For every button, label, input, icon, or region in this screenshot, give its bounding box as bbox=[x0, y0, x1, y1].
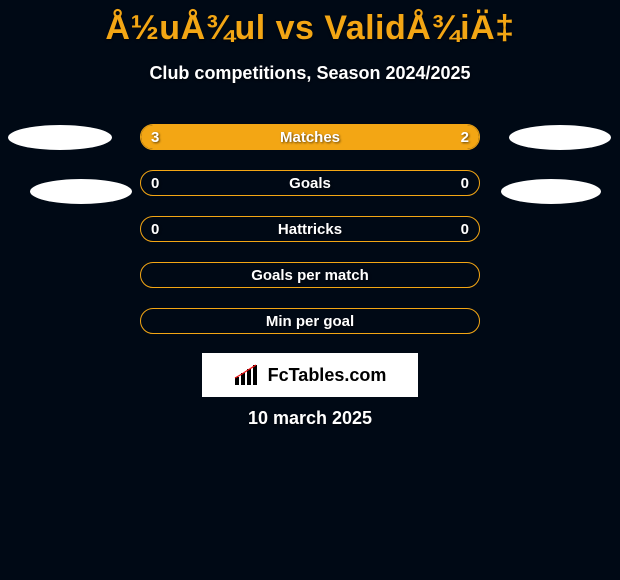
player-portrait-left bbox=[30, 179, 132, 204]
stat-label: Goals per match bbox=[141, 263, 479, 288]
brand-badge: FcTables.com bbox=[202, 353, 418, 397]
stat-row: Goals per match bbox=[140, 262, 480, 288]
page-subtitle: Club competitions, Season 2024/2025 bbox=[0, 63, 620, 84]
stat-row: 00Hattricks bbox=[140, 216, 480, 242]
stat-row: 00Goals bbox=[140, 170, 480, 196]
bar-chart-icon bbox=[234, 364, 262, 386]
stat-row: 32Matches bbox=[140, 124, 480, 150]
stat-label: Min per goal bbox=[141, 309, 479, 334]
player-portrait-right bbox=[509, 125, 611, 150]
stat-row: Min per goal bbox=[140, 308, 480, 334]
brand-text: FcTables.com bbox=[268, 365, 387, 386]
stat-label: Goals bbox=[141, 171, 479, 196]
stat-label: Hattricks bbox=[141, 217, 479, 242]
stat-label: Matches bbox=[141, 125, 479, 150]
date-text: 10 march 2025 bbox=[0, 408, 620, 429]
player-portrait-left bbox=[8, 125, 112, 150]
player-portrait-right bbox=[501, 179, 601, 204]
stats-block: 32Matches 00Goals 00Hattricks Goals per mat… bbox=[140, 124, 480, 354]
page-title: Å½uÅ¾ul vs ValidÅ¾iÄ‡ bbox=[0, 0, 620, 47]
